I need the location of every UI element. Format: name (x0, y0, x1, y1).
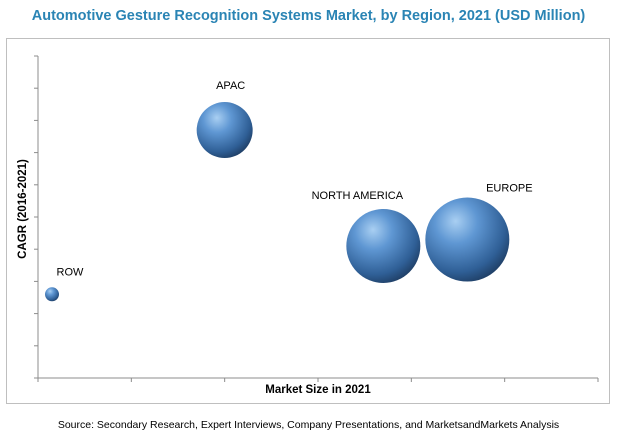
chart-title: Automotive Gesture Recognition Systems M… (31, 8, 586, 24)
chart-frame (6, 38, 610, 404)
bubbles (45, 102, 510, 302)
bubble-label-row: ROW (57, 266, 85, 278)
bubble-europe (425, 197, 510, 282)
source-note: Source: Secondary Research, Expert Inter… (57, 419, 560, 431)
bubble-label-north-america: NORTH AMERICA (312, 190, 404, 202)
bubble-north-america (346, 208, 421, 283)
x-axis-label: Market Size in 2021 (265, 384, 371, 396)
bubble-label-apac: APAC (216, 80, 245, 92)
y-axis-label: CAGR (2016-2021) (17, 159, 29, 259)
bubble-apac (196, 102, 253, 159)
axes (34, 55, 599, 382)
bubble-label-europe: EUROPE (486, 183, 532, 195)
bubble-row (45, 287, 59, 302)
bubble-labels: APAC NORTH AMERICA EUROPE ROW (57, 80, 533, 278)
